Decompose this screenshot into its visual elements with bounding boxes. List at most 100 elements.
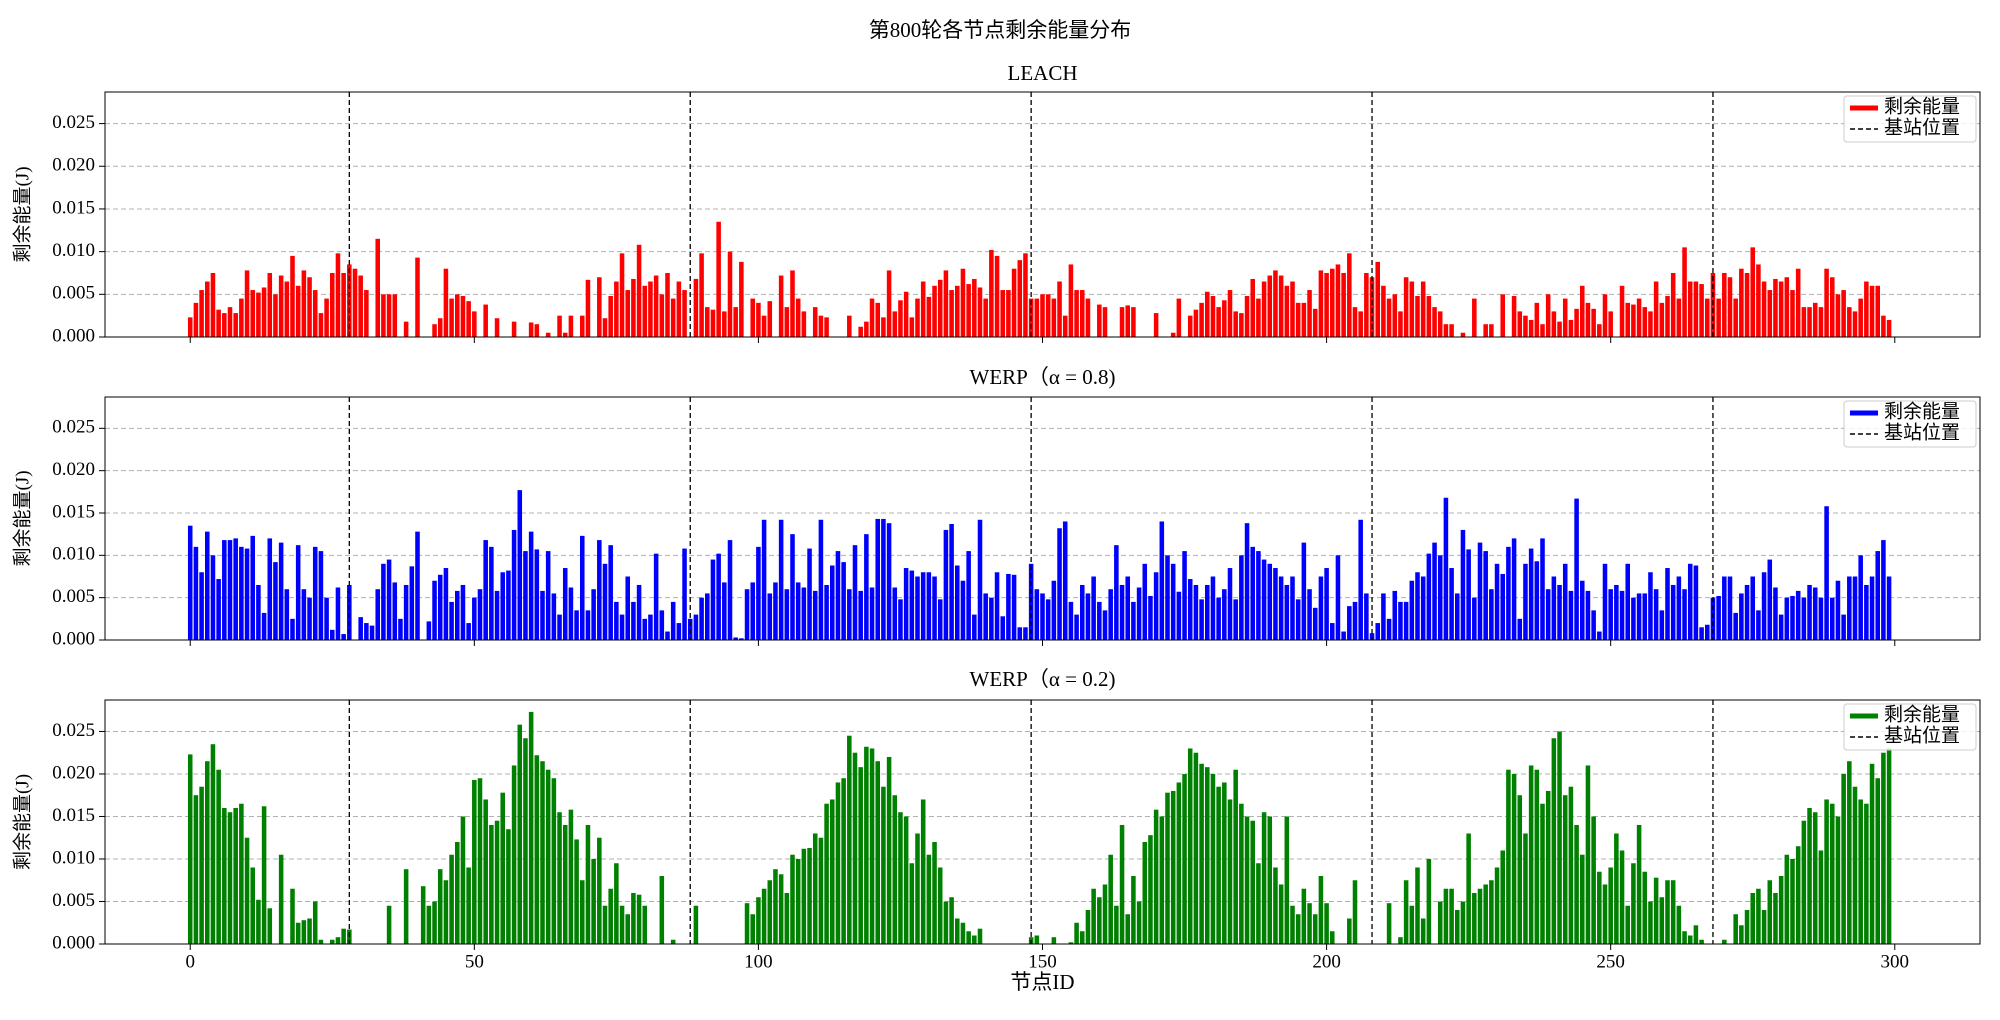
bar xyxy=(1182,773,1187,944)
bar xyxy=(1159,816,1165,944)
bar xyxy=(778,874,784,944)
bar xyxy=(415,257,420,337)
bar xyxy=(1767,880,1773,944)
bar xyxy=(1460,901,1466,944)
y-tick-label: 0.005 xyxy=(52,283,95,304)
bar xyxy=(1778,875,1784,944)
bar xyxy=(1841,614,1846,640)
bar xyxy=(358,275,363,337)
bar xyxy=(1517,311,1523,337)
bar xyxy=(818,837,824,944)
bar xyxy=(1398,311,1403,337)
bar xyxy=(466,301,471,337)
bar xyxy=(926,572,932,640)
bar xyxy=(1182,551,1187,640)
bar xyxy=(716,221,721,337)
bar xyxy=(1085,909,1091,944)
bar xyxy=(693,614,699,640)
bar xyxy=(1585,765,1591,944)
bar xyxy=(1750,892,1755,944)
bar xyxy=(852,545,858,640)
bar xyxy=(1580,580,1585,640)
bar xyxy=(460,296,466,337)
bar xyxy=(1591,610,1596,640)
bar xyxy=(807,548,812,640)
bar xyxy=(523,738,528,944)
bar xyxy=(727,540,733,640)
bar xyxy=(1733,298,1738,337)
bar xyxy=(756,546,761,640)
bar xyxy=(676,281,682,337)
bar xyxy=(614,281,619,337)
bar xyxy=(960,580,966,640)
bar xyxy=(1699,284,1704,337)
bar xyxy=(659,610,665,640)
bar xyxy=(312,290,318,337)
bar xyxy=(386,905,392,944)
bar xyxy=(670,939,676,944)
bar xyxy=(1267,563,1273,640)
bar xyxy=(1835,816,1841,944)
bar xyxy=(966,551,971,640)
bar xyxy=(1290,905,1295,944)
x-tick-label: 300 xyxy=(1881,951,1910,972)
bar xyxy=(1080,290,1085,337)
bar xyxy=(1330,931,1335,944)
bar xyxy=(1761,909,1767,944)
bar xyxy=(1176,782,1182,944)
bar xyxy=(205,281,210,337)
bar xyxy=(722,311,727,337)
bar xyxy=(364,290,369,337)
bar xyxy=(460,816,466,944)
bar xyxy=(636,584,642,640)
bar xyxy=(1472,892,1477,944)
bar xyxy=(1489,324,1494,337)
bar xyxy=(227,540,233,640)
bar xyxy=(1324,903,1329,944)
subplot-title: WERP（α = 0.2) xyxy=(970,667,1116,691)
bar xyxy=(847,589,852,640)
bar xyxy=(1250,546,1255,640)
bar xyxy=(1790,858,1795,944)
bar xyxy=(568,587,574,640)
bar xyxy=(943,529,949,640)
bar xyxy=(1886,576,1892,640)
bar xyxy=(1699,627,1704,640)
bar xyxy=(1801,820,1807,944)
bar xyxy=(1790,595,1795,640)
x-tick-label: 100 xyxy=(744,951,773,972)
bar xyxy=(835,551,841,640)
bar xyxy=(1534,561,1540,640)
bar xyxy=(795,858,801,944)
bar xyxy=(528,531,534,640)
legend-label: 基站位置 xyxy=(1884,116,1960,138)
bar xyxy=(1205,584,1210,640)
bar xyxy=(443,568,449,640)
bar xyxy=(1369,633,1375,640)
bar xyxy=(335,253,341,337)
bar xyxy=(1324,272,1329,337)
bar xyxy=(568,809,574,944)
bar xyxy=(1869,763,1875,944)
bar xyxy=(1727,277,1733,337)
bar xyxy=(1869,576,1875,640)
bar xyxy=(250,290,255,337)
bar xyxy=(1170,332,1176,337)
bar xyxy=(1233,599,1238,640)
bar xyxy=(318,551,324,640)
bar xyxy=(1153,572,1159,640)
subplot-title: LEACH xyxy=(1008,61,1078,85)
bar xyxy=(1540,324,1545,337)
bar xyxy=(790,854,795,944)
bar xyxy=(1216,786,1221,944)
bar xyxy=(284,589,290,640)
bar xyxy=(608,545,613,640)
subplot-title: WERP（α = 0.8) xyxy=(970,365,1116,389)
bar xyxy=(733,307,738,337)
bar xyxy=(1722,576,1727,640)
bar xyxy=(330,939,335,944)
bar xyxy=(830,799,835,944)
bar xyxy=(1244,296,1250,337)
bar xyxy=(1784,277,1790,337)
